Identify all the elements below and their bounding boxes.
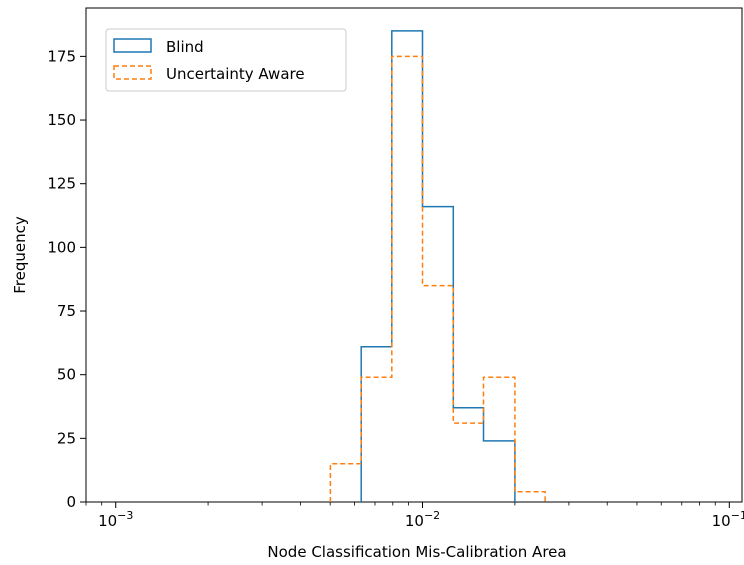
y-tick-label-7: 175 [47,47,76,65]
y-tick-label-2: 50 [57,366,76,384]
y-tick-label-0: 0 [66,493,76,511]
x-tick-label-0: 10−3 [98,509,133,530]
x-axis-ticks: 10−3 10−2 10−1 [85,502,744,530]
series-blind [360,30,516,502]
legend-swatch-blind [113,38,152,53]
x-axis-label: Node Classification Mis-Calibration Area [267,543,566,561]
legend-label-blind: Blind [166,38,204,56]
y-tick-label-1: 25 [57,429,76,447]
legend-label-uncertainty-aware: Uncertainty Aware [166,65,305,83]
y-tick-label-5: 125 [47,175,76,193]
plot-frame [85,7,743,503]
series-uncertainty-aware [329,55,546,502]
y-tick-label-3: 75 [57,302,76,320]
y-axis-label: Frequency [11,216,29,294]
x-tick-label-2: 10−1 [712,509,744,530]
y-tick-label-4: 100 [47,238,76,256]
series-layer [329,30,546,502]
legend-swatch-uncertainty-aware [113,65,152,80]
legend: Blind Uncertainty Aware [105,28,347,92]
legend-box [105,28,347,92]
y-tick-label-6: 150 [47,111,76,129]
y-axis-ticks: 0 25 50 75 100 125 150 175 [47,47,86,511]
x-tick-label-1: 10−2 [405,509,440,530]
